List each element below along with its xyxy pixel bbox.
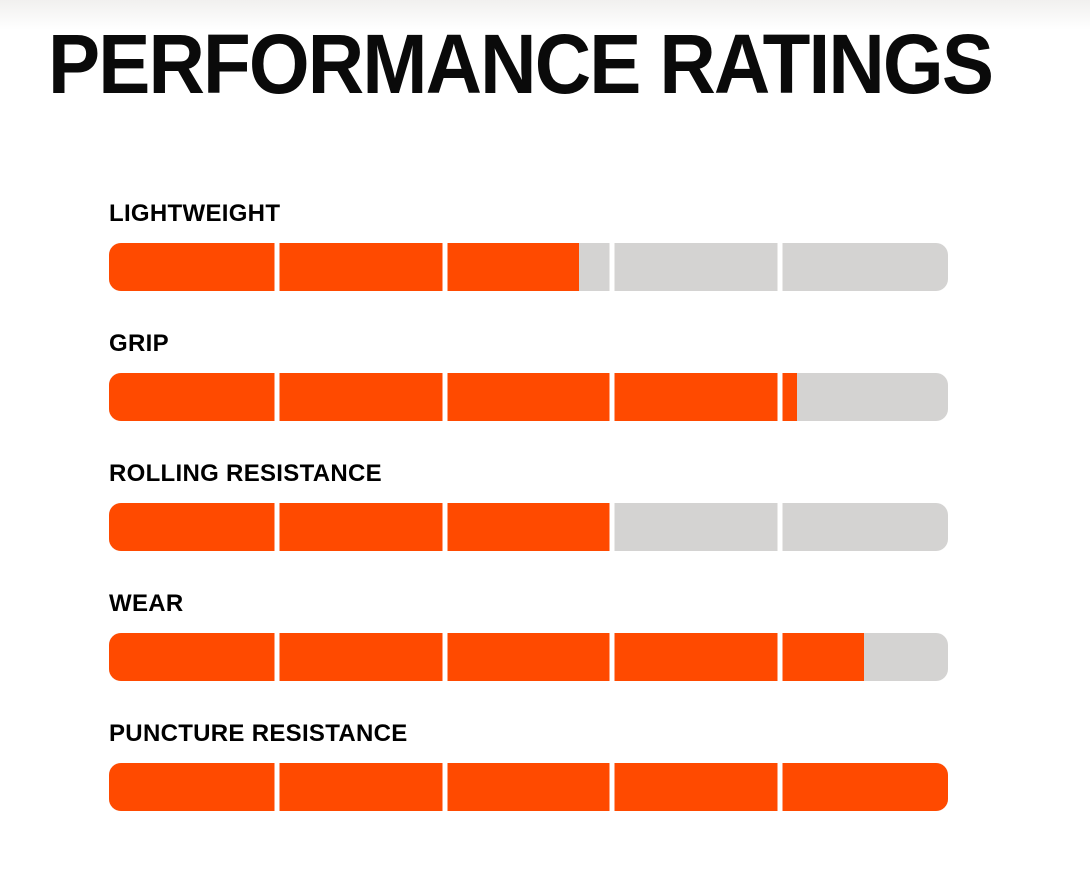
rating-bar-track — [109, 763, 948, 811]
ratings-list: LIGHTWEIGHT GRIP ROLLING RESISTANCE WEAR PUN… — [109, 200, 948, 811]
segment-divider — [274, 243, 280, 291]
segment-divider — [777, 633, 783, 681]
segment-divider — [274, 763, 280, 811]
rating-row: GRIP — [109, 330, 948, 421]
rating-bar-fill — [109, 243, 579, 291]
segment-divider — [442, 243, 448, 291]
rating-bar-fill — [109, 503, 613, 551]
segment-divider — [274, 503, 280, 551]
rating-bar-fill — [109, 633, 865, 681]
segment-divider — [274, 633, 280, 681]
segment-divider — [777, 243, 783, 291]
segment-divider — [609, 373, 615, 421]
rating-bar-fill — [109, 373, 797, 421]
rating-bar-track — [109, 373, 948, 421]
segment-divider — [777, 763, 783, 811]
segment-divider — [442, 503, 448, 551]
rating-row: PUNCTURE RESISTANCE — [109, 720, 948, 811]
rating-row: LIGHTWEIGHT — [109, 200, 948, 291]
segment-divider — [442, 763, 448, 811]
rating-label: ROLLING RESISTANCE — [109, 460, 382, 487]
rating-bar-track — [109, 633, 948, 681]
rating-bar-track — [109, 503, 948, 551]
page-title: PERFORMANCE RATINGS — [48, 17, 994, 111]
segment-divider — [609, 243, 615, 291]
rating-label: LIGHTWEIGHT — [109, 200, 281, 227]
segment-divider — [777, 503, 783, 551]
segment-divider — [442, 633, 448, 681]
segment-divider — [609, 633, 615, 681]
top-gradient — [0, 0, 1090, 30]
rating-label: WEAR — [109, 590, 184, 617]
rating-row: WEAR — [109, 590, 948, 681]
rating-label: GRIP — [109, 330, 169, 357]
rating-row: ROLLING RESISTANCE — [109, 460, 948, 551]
rating-bar-fill — [109, 763, 948, 811]
segment-divider — [442, 373, 448, 421]
segment-divider — [777, 373, 783, 421]
segment-divider — [609, 503, 615, 551]
rating-bar-track — [109, 243, 948, 291]
segment-divider — [274, 373, 280, 421]
rating-label: PUNCTURE RESISTANCE — [109, 720, 408, 747]
segment-divider — [609, 763, 615, 811]
